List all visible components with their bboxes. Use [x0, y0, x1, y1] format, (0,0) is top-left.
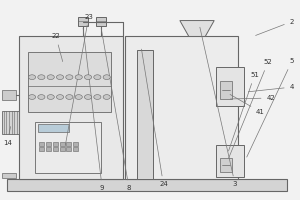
- Text: 22: 22: [52, 33, 63, 62]
- Circle shape: [56, 95, 64, 99]
- Text: 9: 9: [83, 28, 104, 191]
- Circle shape: [85, 95, 92, 99]
- Bar: [59, 147, 64, 151]
- Circle shape: [85, 75, 92, 80]
- Circle shape: [66, 75, 73, 80]
- Polygon shape: [180, 21, 214, 36]
- Circle shape: [103, 75, 110, 80]
- Circle shape: [75, 75, 82, 80]
- Circle shape: [47, 75, 54, 80]
- Bar: [220, 158, 232, 172]
- Text: 2: 2: [256, 19, 294, 35]
- Bar: [53, 142, 58, 146]
- Bar: [2, 173, 16, 178]
- Bar: [220, 81, 232, 99]
- Bar: [46, 147, 51, 151]
- Bar: [53, 147, 58, 151]
- Bar: [66, 147, 71, 151]
- Bar: [38, 124, 69, 132]
- Bar: [73, 147, 78, 151]
- Circle shape: [94, 95, 101, 99]
- Bar: [96, 17, 106, 26]
- Circle shape: [75, 95, 82, 99]
- Bar: [73, 142, 78, 146]
- Bar: [59, 142, 64, 146]
- Bar: [2, 90, 16, 100]
- Circle shape: [94, 75, 101, 80]
- Text: 52: 52: [229, 59, 272, 158]
- Text: 4: 4: [248, 84, 294, 92]
- Text: 5: 5: [247, 58, 294, 157]
- Bar: [39, 142, 44, 146]
- Circle shape: [103, 95, 110, 99]
- Bar: [124, 36, 238, 179]
- Circle shape: [47, 95, 54, 99]
- Bar: [136, 50, 153, 179]
- Bar: [66, 142, 71, 146]
- Circle shape: [38, 75, 45, 80]
- Text: 24: 24: [142, 49, 168, 187]
- Circle shape: [66, 95, 73, 99]
- Text: 23: 23: [65, 14, 93, 145]
- Bar: [7, 179, 287, 191]
- Bar: [216, 145, 244, 177]
- Text: 41: 41: [230, 94, 265, 115]
- Text: 14: 14: [3, 127, 12, 146]
- Text: 8: 8: [101, 28, 131, 191]
- Circle shape: [38, 95, 45, 99]
- Bar: [35, 122, 101, 173]
- Text: 51: 51: [229, 72, 259, 151]
- Bar: [46, 142, 51, 146]
- Bar: [2, 111, 19, 134]
- Bar: [216, 67, 244, 106]
- Circle shape: [28, 75, 36, 80]
- Bar: [28, 52, 111, 112]
- Bar: [19, 36, 123, 179]
- Text: 42: 42: [230, 95, 275, 101]
- Text: 3: 3: [200, 27, 237, 187]
- Circle shape: [56, 75, 64, 80]
- Bar: [39, 147, 44, 151]
- Bar: [78, 17, 88, 26]
- Circle shape: [28, 95, 36, 99]
